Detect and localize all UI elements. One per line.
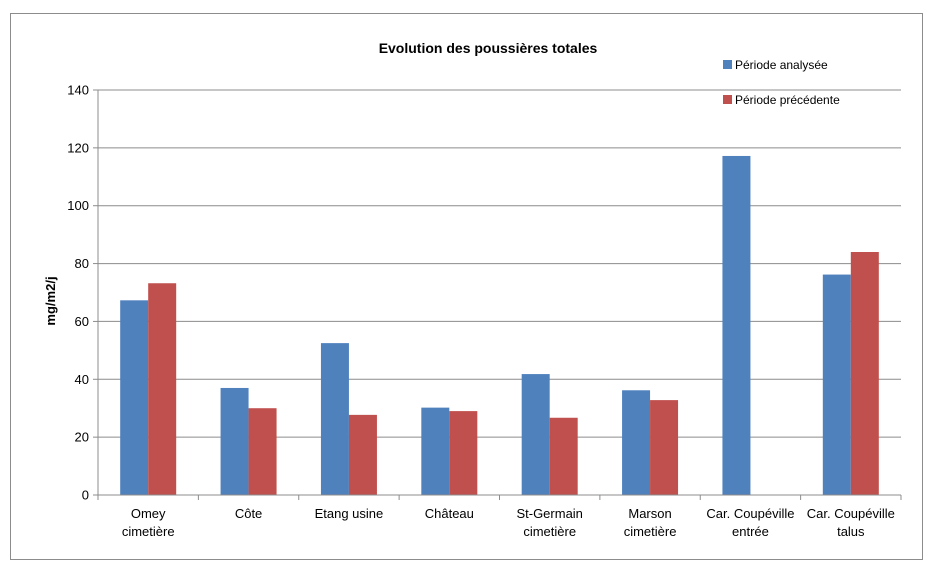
bar-periode-precedente	[549, 417, 578, 495]
y-axis-label: mg/m2/j	[43, 276, 58, 325]
x-tick-label-line: Omey	[131, 506, 166, 521]
x-tick-label: Omey cimetière	[122, 506, 175, 539]
bar-periode-analysee	[421, 407, 450, 495]
x-tick-label-line: cimetière	[122, 524, 175, 539]
bar-periode-precedente	[850, 252, 879, 495]
y-tick-label: 120	[67, 140, 89, 155]
x-tick-label-line: talus	[837, 524, 865, 539]
bar-periode-analysee	[220, 387, 249, 495]
y-tick-label: 0	[82, 488, 89, 503]
x-tick-label-line: Car. Coupéville	[706, 506, 794, 521]
chart-title: Evolution des poussières totales	[379, 40, 598, 56]
x-tick-label-line: Château	[425, 506, 474, 521]
bar-periode-analysee	[521, 374, 550, 495]
y-tick-label: 140	[67, 83, 89, 98]
legend-swatch	[723, 95, 732, 104]
bar-periode-analysee	[722, 155, 751, 495]
legend: Période analysée Période précédente	[723, 58, 840, 107]
legend-label: Période précédente	[735, 93, 840, 107]
chart-svg: 0 20 40 60 80 100 120 140 Omey cimetière Côte Etang…	[43, 40, 902, 539]
gridlines	[98, 89, 901, 438]
bar-periode-precedente	[148, 283, 177, 495]
axes: 0 20 40 60 80 100 120 140 Omey cimetière Côte Etang…	[67, 83, 902, 539]
x-tick-label: St-Germain cimetière	[516, 506, 582, 539]
bar-periode-analysee	[822, 274, 851, 495]
chart-area: 0 20 40 60 80 100 120 140 Omey cimetière Côte Etang…	[10, 13, 923, 560]
x-tick-label: Car. Coupéville talus	[807, 506, 895, 539]
bar-periode-analysee	[622, 390, 651, 495]
x-tick-label: Côte	[235, 506, 262, 521]
x-tick-label: Etang usine	[315, 506, 384, 521]
x-tick-label: Marson cimetière	[624, 506, 677, 539]
legend-label: Période analysée	[735, 58, 828, 72]
bar-periode-precedente	[248, 408, 277, 495]
x-tick-label-line: Marson	[628, 506, 671, 521]
x-tick-label-line: Etang usine	[315, 506, 384, 521]
bar-periode-analysee	[320, 343, 349, 495]
y-tick-label: 100	[67, 198, 89, 213]
x-tick-label-line: entrée	[732, 524, 769, 539]
bars	[120, 155, 879, 495]
y-tick-label: 80	[75, 256, 89, 271]
bar-periode-precedente	[348, 414, 377, 495]
y-tick-label: 60	[75, 314, 89, 329]
y-tick-label: 20	[75, 430, 89, 445]
x-tick-label-line: St-Germain	[516, 506, 582, 521]
bar-periode-analysee	[120, 300, 149, 495]
x-tick-label-line: cimetière	[624, 524, 677, 539]
x-tick-label: Château	[425, 506, 474, 521]
x-tick-label-line: cimetière	[523, 524, 576, 539]
x-tick-label-line: Car. Coupéville	[807, 506, 895, 521]
legend-swatch	[723, 60, 732, 69]
bar-periode-precedente	[650, 400, 679, 495]
x-tick-label: Car. Coupéville entrée	[706, 506, 794, 539]
y-tick-label: 40	[75, 372, 89, 387]
bar-periode-precedente	[449, 411, 478, 495]
x-tick-label-line: Côte	[235, 506, 262, 521]
